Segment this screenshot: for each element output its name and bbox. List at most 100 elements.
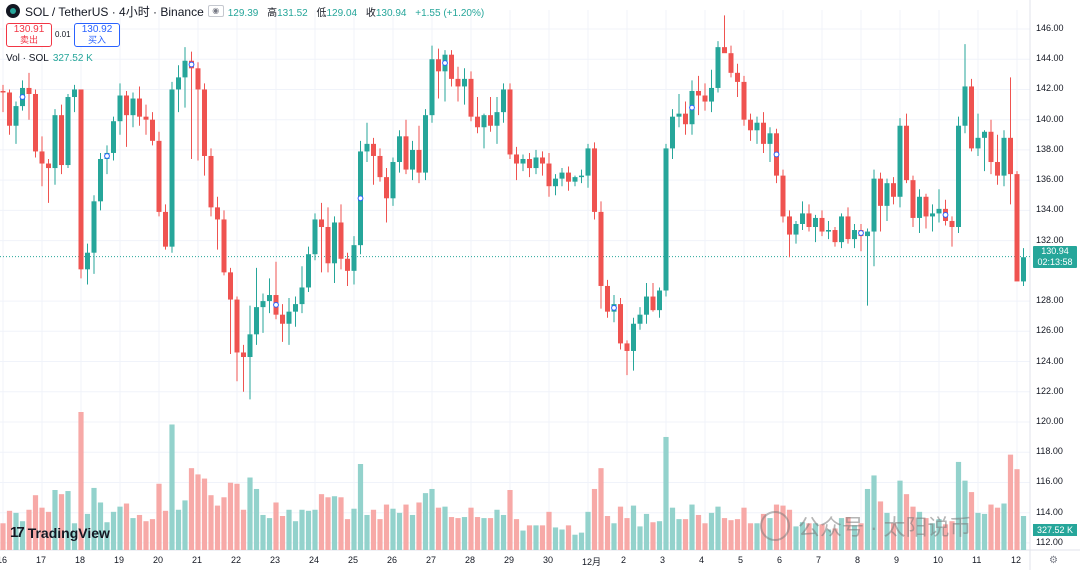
volume-bar	[851, 525, 858, 550]
volume-bar	[695, 514, 702, 550]
volume-legend[interactable]: Vol · SOL 327.52 K	[6, 53, 93, 64]
volume-bar	[403, 504, 409, 550]
candle-body	[657, 290, 662, 311]
candle	[436, 48, 441, 99]
candle	[969, 78, 974, 152]
candle-body	[819, 217, 825, 232]
candle-body	[520, 158, 526, 164]
candle	[501, 83, 506, 123]
candle-body	[514, 154, 519, 164]
y-tick-label: 134.00	[1036, 204, 1064, 215]
volume-bar	[474, 517, 481, 550]
candle	[910, 175, 916, 228]
candle	[852, 223, 857, 249]
volume-bar	[734, 519, 741, 550]
volume-bar	[65, 491, 71, 550]
volume-bar	[624, 518, 630, 550]
volume-bar	[520, 530, 526, 550]
candle-body	[416, 149, 422, 173]
volume-bar	[591, 488, 598, 550]
volume-bar	[916, 511, 923, 550]
candle-body	[345, 258, 350, 271]
volume-bar	[273, 502, 279, 550]
volume-bar	[117, 506, 123, 550]
volume-bar	[325, 497, 331, 550]
candle-body	[891, 183, 896, 197]
candle	[182, 47, 188, 108]
candle	[52, 109, 58, 185]
candle-body	[845, 216, 851, 240]
candle-body	[462, 78, 467, 87]
candle-body	[910, 180, 916, 218]
candle	[585, 143, 591, 188]
candle-body	[124, 95, 129, 116]
candle	[722, 15, 727, 54]
y-tick-label: 124.00	[1036, 355, 1064, 366]
candle	[137, 86, 142, 126]
volume-bar	[123, 503, 130, 550]
candle	[897, 118, 903, 208]
gear-icon[interactable]: ⚙	[1049, 555, 1058, 566]
candle	[468, 71, 474, 122]
volume-bar	[799, 522, 806, 550]
candle-body	[475, 116, 480, 128]
y-tick-label: 114.00	[1036, 506, 1063, 517]
volume-bar	[611, 523, 617, 550]
x-tick-label: 4	[699, 555, 705, 565]
candle	[312, 213, 318, 261]
candle-body	[1001, 137, 1007, 176]
candle-body	[969, 86, 974, 149]
volume-bar	[351, 508, 357, 550]
candle	[780, 169, 786, 223]
candle-body	[364, 143, 370, 152]
candle-body	[676, 113, 682, 117]
volume-bar	[169, 424, 175, 550]
tradingview-logo[interactable]: 17 TradingView	[10, 524, 110, 541]
volume-bar	[448, 517, 455, 550]
volume-bar	[292, 521, 299, 550]
volume-bar	[370, 509, 377, 550]
candle	[982, 130, 987, 172]
candle-body	[390, 162, 396, 199]
sell-button[interactable]: 130.91 卖出	[6, 23, 52, 47]
x-tick-label: 12月	[582, 557, 602, 567]
candle-body	[527, 158, 532, 169]
candle	[215, 196, 220, 250]
buy-button[interactable]: 130.92 买入	[74, 23, 120, 47]
eye-icon[interactable]: ◉	[207, 5, 224, 17]
volume-bar	[500, 514, 507, 550]
candle-body	[826, 230, 831, 232]
candle	[208, 148, 214, 217]
volume-bar	[78, 412, 84, 550]
candle-body	[215, 207, 220, 220]
event-marker	[104, 153, 110, 159]
candle-body	[735, 72, 740, 82]
candle-body	[605, 285, 610, 312]
volume-tag: 327.52 K	[1033, 524, 1077, 536]
candle-body	[904, 125, 909, 181]
candle-body	[468, 78, 474, 117]
volume-bar	[195, 474, 201, 550]
volume-bar	[247, 477, 253, 550]
x-tick-label: 20	[153, 555, 164, 565]
event-marker	[942, 212, 949, 218]
candle-body	[39, 151, 45, 164]
volume-bar	[546, 511, 552, 550]
candle	[741, 75, 747, 126]
candle-body	[637, 314, 643, 324]
symbol-title[interactable]: SOL / TetherUS · 4小时 · Binance	[25, 4, 204, 19]
candle-body	[585, 148, 591, 176]
candle-body	[832, 230, 838, 243]
candle-body	[403, 136, 409, 170]
volume-bar	[929, 523, 936, 550]
candle-body	[852, 230, 857, 240]
volume-bar	[494, 509, 500, 550]
candle	[1014, 171, 1020, 282]
candle	[845, 207, 851, 244]
candle-body	[624, 343, 630, 351]
volume-bar	[663, 436, 669, 550]
volume-bar	[721, 518, 728, 550]
volume-bar	[565, 525, 572, 550]
candle-body	[501, 89, 506, 113]
